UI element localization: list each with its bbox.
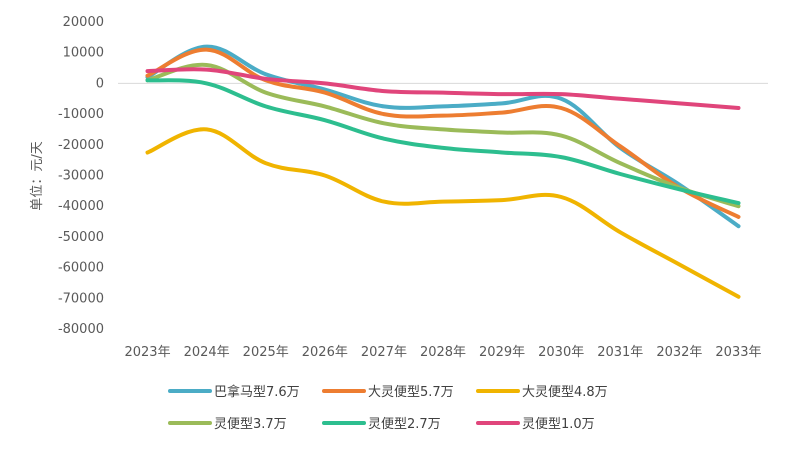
x-tick-label: 2030年	[538, 345, 584, 360]
series-line-3	[145, 62, 741, 209]
x-tick-label: 2023年	[124, 345, 170, 360]
x-tick-label: 2026年	[302, 345, 348, 360]
series-line-4	[145, 78, 741, 206]
y-tick-label: -30000	[58, 169, 104, 184]
y-axis-title: 单位：元/天	[30, 141, 45, 210]
y-tick-label: 0	[96, 76, 104, 91]
y-tick-label: -50000	[58, 230, 104, 245]
legend-item-4: 灵便型2.7万	[322, 417, 441, 432]
y-tick-label: -80000	[58, 322, 104, 337]
y-tick-label: -70000	[58, 291, 104, 306]
x-tick-label: 2027年	[361, 345, 407, 360]
x-tick-label: 2024年	[184, 345, 230, 360]
legend-item-1: 大灵便型5.7万	[322, 385, 454, 400]
legend-label: 灵便型2.7万	[368, 417, 441, 432]
x-tick-label: 2029年	[479, 345, 525, 360]
y-tick-label: -40000	[58, 199, 104, 214]
y-tick-label: -10000	[58, 107, 104, 122]
y-tick-label: -60000	[58, 261, 104, 276]
x-tick-label: 2033年	[715, 345, 761, 360]
axes: 20000 10000 0 -10000 -20000 -30000 -40000 -5000…	[58, 15, 768, 360]
series-lines	[145, 44, 741, 299]
series-line-1	[145, 47, 741, 219]
x-tick-label: 2032年	[656, 345, 702, 360]
y-tick-label: 10000	[63, 46, 104, 61]
y-tick-label: 20000	[63, 15, 104, 30]
x-tick-label: 2028年	[420, 345, 466, 360]
legend-item-3: 灵便型3.7万	[168, 417, 287, 432]
legend-item-0: 巴拿马型7.6万	[168, 384, 300, 400]
legend-label: 灵便型3.7万	[214, 417, 287, 432]
legend-label: 大灵便型4.8万	[522, 385, 608, 400]
legend-item-2: 大灵便型4.8万	[476, 385, 608, 400]
legend-label: 巴拿马型7.6万	[214, 384, 300, 400]
x-tick-label: 2025年	[243, 345, 289, 360]
series-line-2	[145, 127, 741, 299]
legend-item-5: 灵便型1.0万	[476, 417, 595, 432]
legend-label: 灵便型1.0万	[522, 417, 595, 432]
y-tick-label: -20000	[58, 138, 104, 153]
x-tick-label: 2031年	[597, 345, 643, 360]
series-line-5	[145, 67, 741, 110]
legend-label: 大灵便型5.7万	[368, 385, 454, 400]
